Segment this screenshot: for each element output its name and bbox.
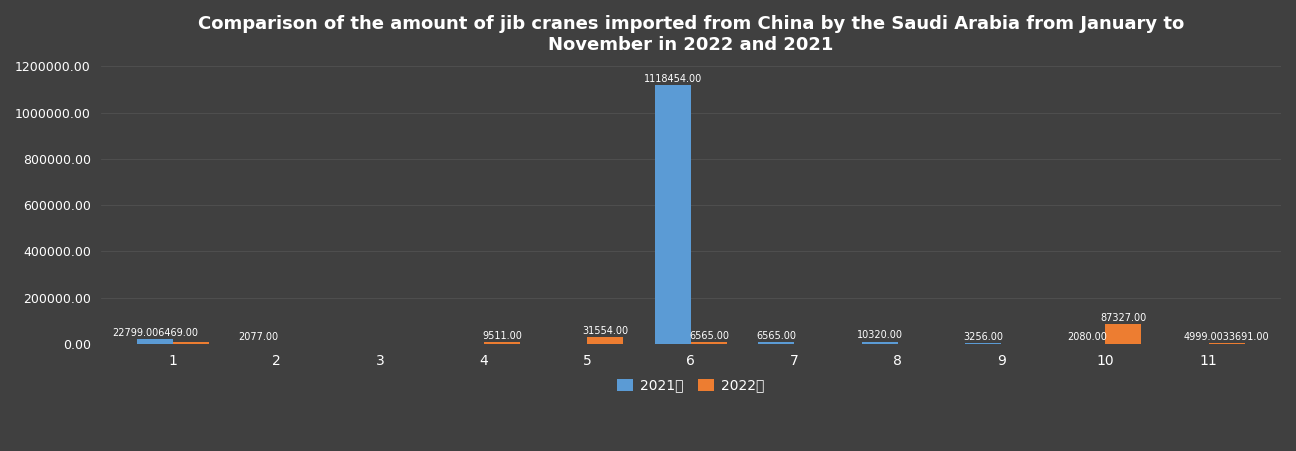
Text: 4999.0033691.00: 4999.0033691.00: [1183, 331, 1270, 342]
Bar: [174, 342, 210, 344]
Bar: [483, 342, 520, 344]
Legend: 2021年, 2022年: 2021年, 2022年: [612, 373, 770, 398]
Bar: [966, 343, 1002, 344]
Text: 10320.00: 10320.00: [857, 331, 903, 341]
Text: 31554.00: 31554.00: [582, 326, 629, 336]
Text: 22799.006469.00: 22799.006469.00: [111, 327, 198, 337]
Text: 1118454.00: 1118454.00: [644, 74, 702, 84]
Text: 2077.00: 2077.00: [238, 332, 279, 342]
Text: 2080.00: 2080.00: [1067, 332, 1107, 342]
Bar: [137, 339, 174, 344]
Bar: [691, 342, 727, 344]
Bar: [758, 342, 794, 344]
Text: 6565.00: 6565.00: [757, 331, 796, 341]
Bar: [654, 85, 691, 344]
Bar: [587, 337, 623, 344]
Text: 87327.00: 87327.00: [1100, 313, 1146, 322]
Title: Comparison of the amount of jib cranes imported from China by the Saudi Arabia f: Comparison of the amount of jib cranes i…: [198, 15, 1185, 54]
Bar: [862, 341, 898, 344]
Bar: [1105, 324, 1142, 344]
Text: 3256.00: 3256.00: [963, 332, 1003, 342]
Bar: [1208, 343, 1244, 344]
Text: 9511.00: 9511.00: [482, 331, 522, 341]
Text: 6565.00: 6565.00: [689, 331, 728, 341]
